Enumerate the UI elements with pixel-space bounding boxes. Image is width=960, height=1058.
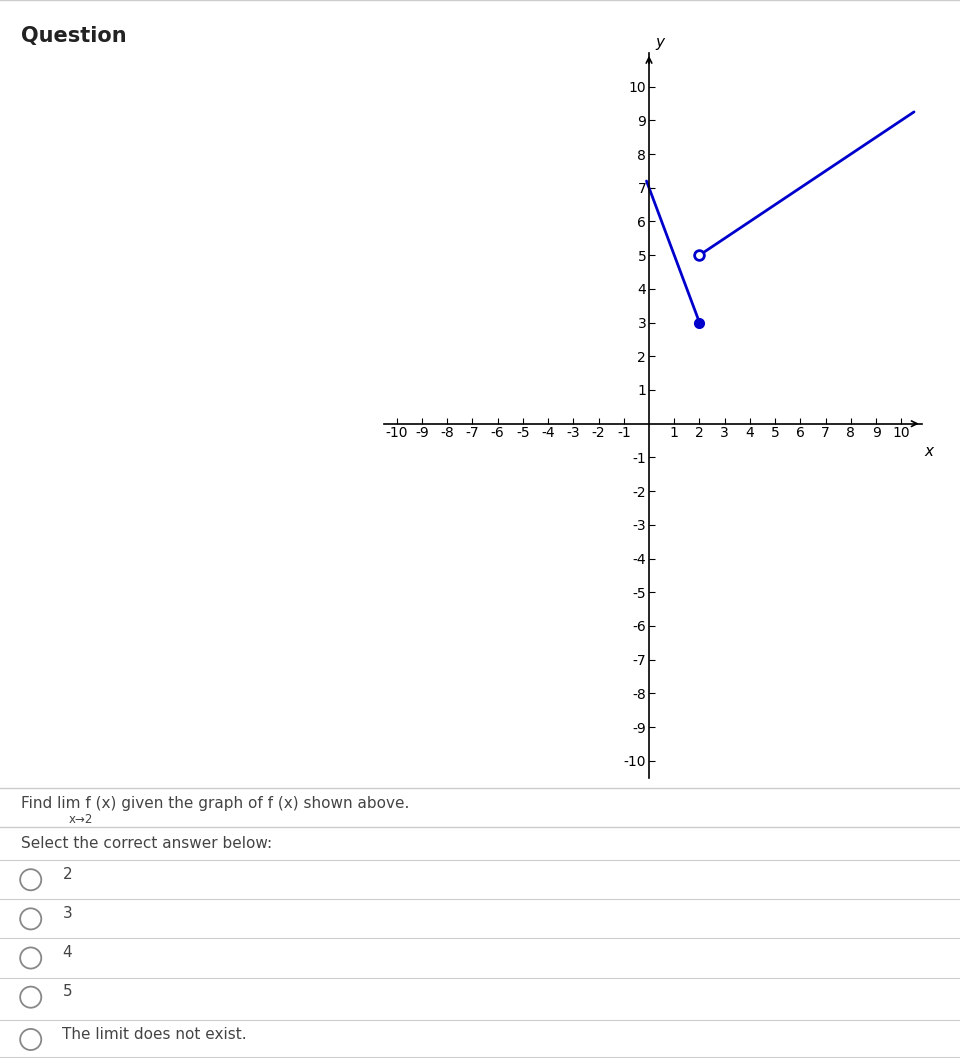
Text: 4: 4	[62, 945, 72, 961]
Text: x→2: x→2	[69, 813, 93, 825]
Text: Find lim f (x) given the graph of f (x) shown above.: Find lim f (x) given the graph of f (x) …	[21, 796, 410, 810]
Text: 5: 5	[62, 984, 72, 1000]
Text: x: x	[924, 444, 933, 459]
Text: 3: 3	[62, 906, 72, 922]
Text: Select the correct answer below:: Select the correct answer below:	[21, 836, 273, 851]
Text: y: y	[656, 35, 664, 50]
Text: Question: Question	[21, 26, 127, 47]
Text: The limit does not exist.: The limit does not exist.	[62, 1026, 247, 1042]
Text: 2: 2	[62, 867, 72, 882]
